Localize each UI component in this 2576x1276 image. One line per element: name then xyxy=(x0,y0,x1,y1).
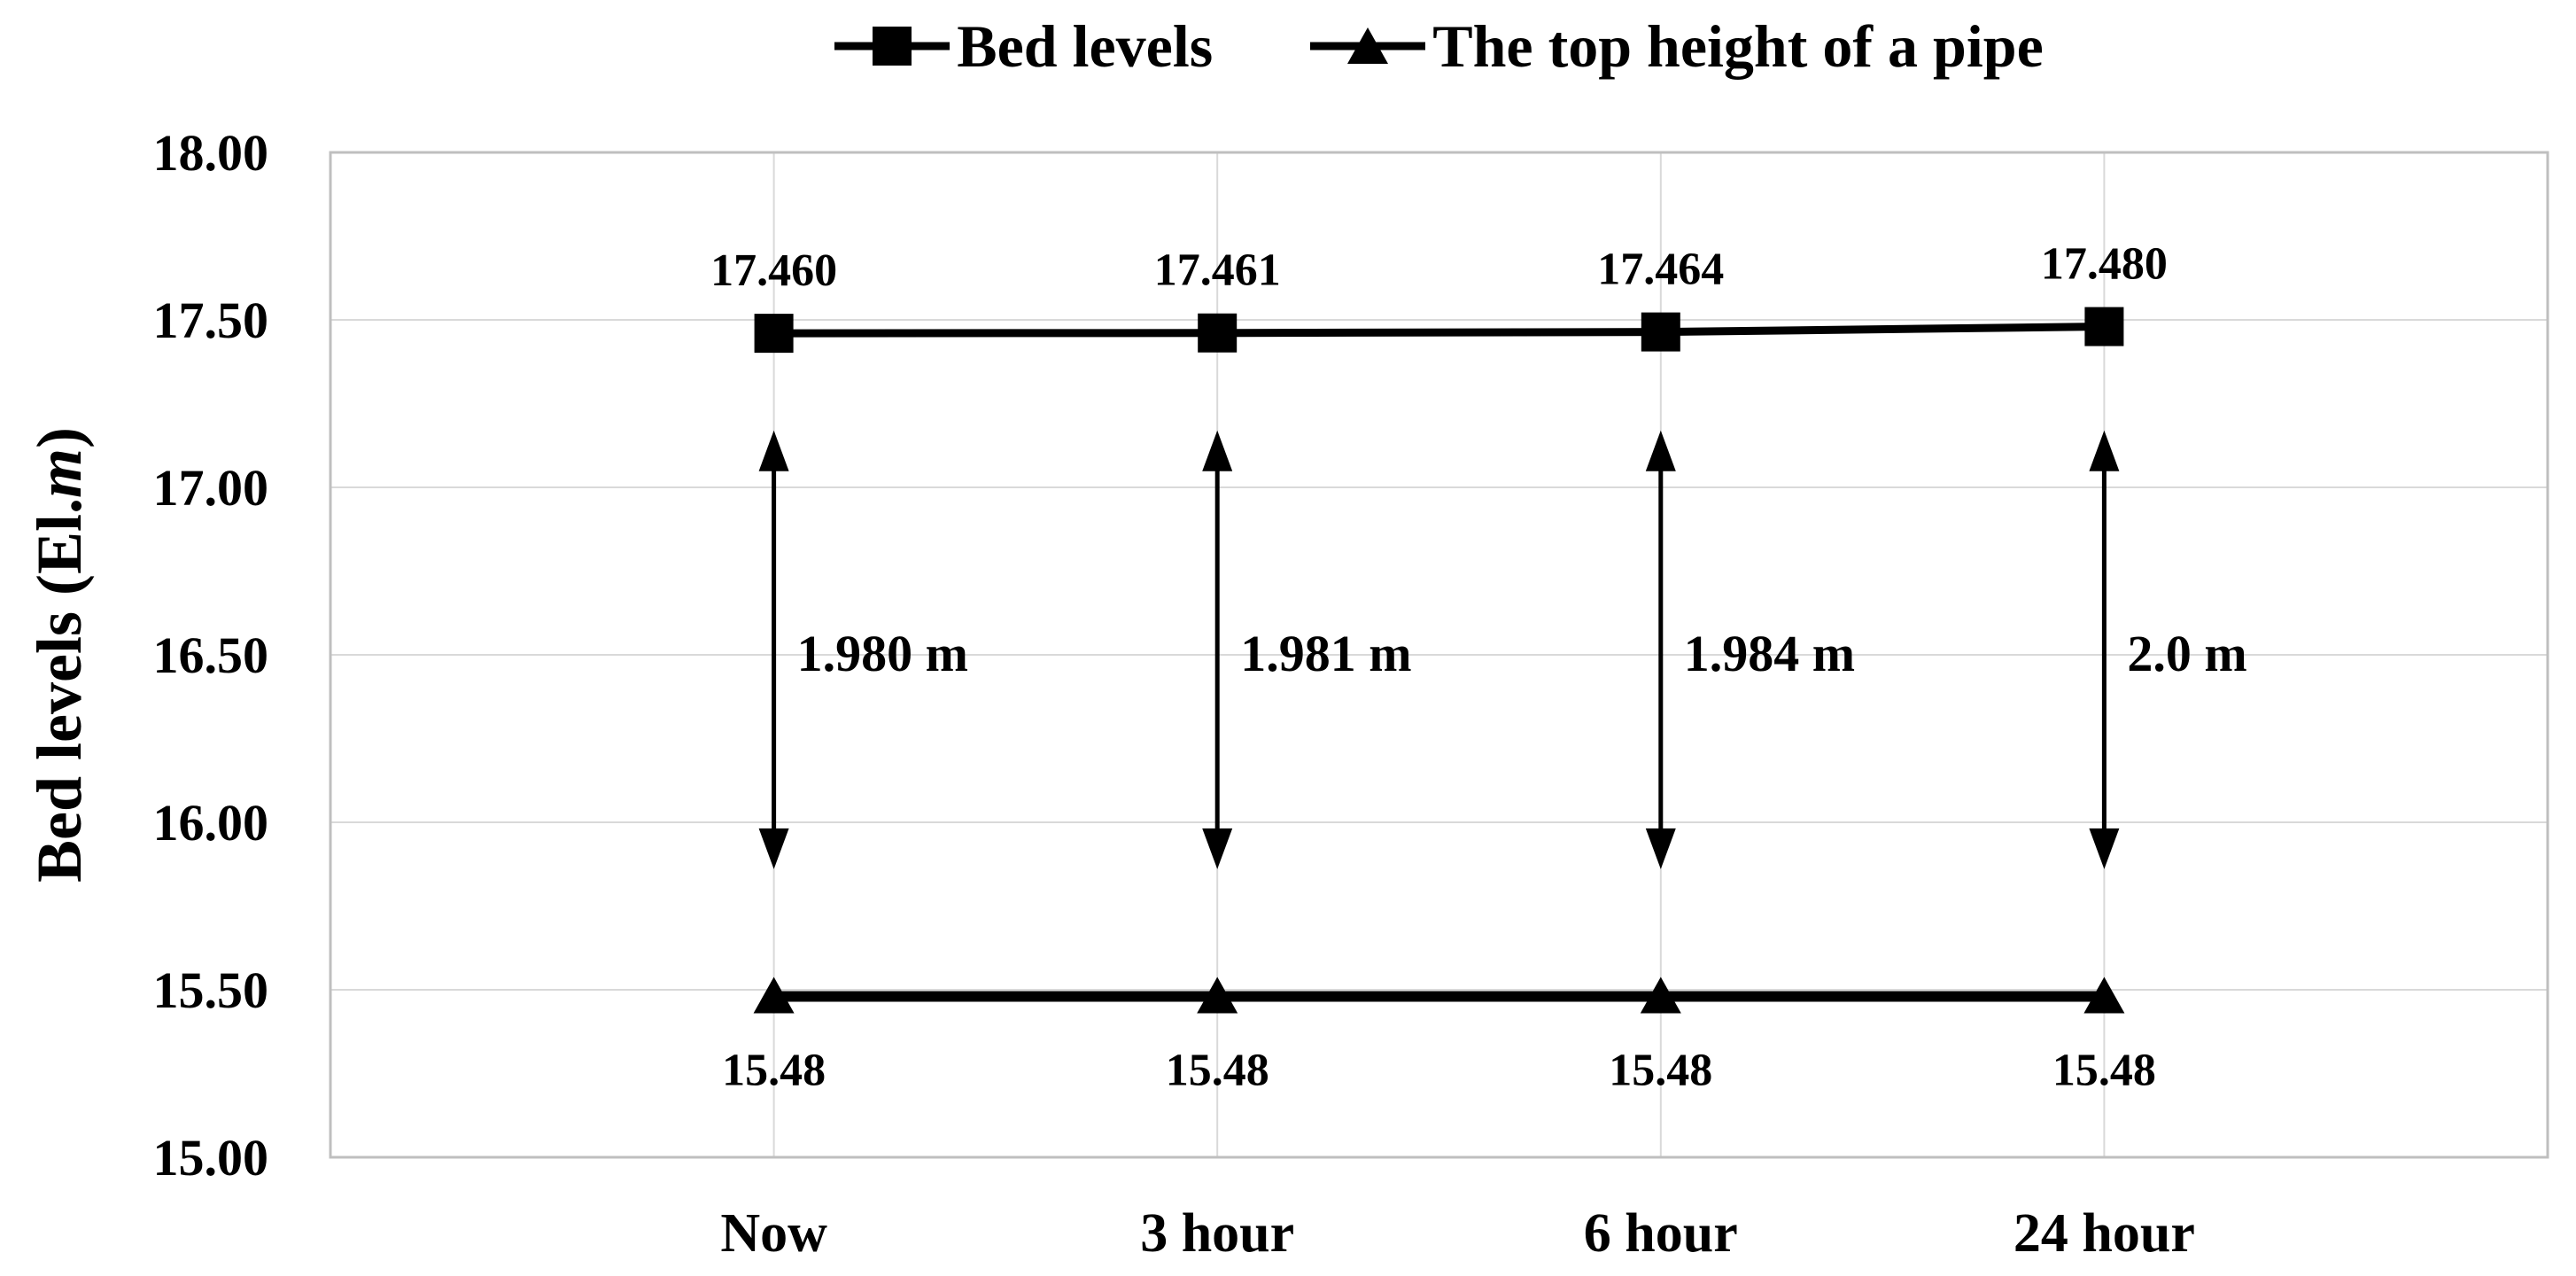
data-label: 15.48 xyxy=(1609,1046,1712,1096)
gap-arrow-label: 1.980 m xyxy=(797,625,968,682)
x-category-label: 6 hour xyxy=(1584,1203,1738,1264)
triangle-marker-icon xyxy=(2083,976,2125,1014)
arrow-down-icon xyxy=(2089,828,2120,869)
y-tick-label: 17.50 xyxy=(153,292,269,349)
legend-label: The top height of a pipe xyxy=(1432,12,2044,80)
legend-label: Bed levels xyxy=(957,12,1214,80)
arrow-up-icon xyxy=(1645,430,1676,471)
data-label: 17.480 xyxy=(2041,239,2168,290)
x-category-label: 3 hour xyxy=(1140,1203,1294,1264)
arrow-down-icon xyxy=(758,828,789,869)
triangle-marker-icon xyxy=(1197,976,1238,1014)
x-category-label: 24 hour xyxy=(2013,1203,2195,1264)
arrow-down-icon xyxy=(1645,828,1676,869)
square-marker-icon xyxy=(1198,313,1238,353)
y-tick-label: 16.50 xyxy=(153,626,269,684)
square-marker-icon xyxy=(1641,312,1680,352)
y-tick-label: 16.00 xyxy=(153,794,269,852)
y-tick-label: 15.00 xyxy=(153,1129,269,1187)
triangle-legend-marker-icon xyxy=(1310,27,1426,64)
gap-arrow-label: 1.981 m xyxy=(1240,625,1411,682)
data-label: 15.48 xyxy=(1166,1046,1269,1096)
y-tick-label: 18.00 xyxy=(153,124,269,182)
gap-arrow-label: 2.0 m xyxy=(2127,625,2246,682)
legend-item-1: Bed levels xyxy=(834,14,1213,78)
x-category-label: Now xyxy=(720,1203,827,1264)
data-label: 17.460 xyxy=(710,245,837,296)
square-legend-marker-icon xyxy=(834,27,950,66)
arrow-down-icon xyxy=(1202,828,1233,869)
plot-border xyxy=(329,151,2549,1159)
arrow-up-icon xyxy=(2089,430,2120,471)
gap-arrow-label: 1.984 m xyxy=(1684,625,1855,682)
arrow-up-icon xyxy=(758,430,789,471)
data-label: 15.48 xyxy=(722,1046,826,1096)
data-label: 17.461 xyxy=(1154,245,1281,296)
square-marker-icon xyxy=(754,314,794,354)
series-line-1 xyxy=(773,323,2105,338)
arrow-up-icon xyxy=(1202,430,1233,471)
data-label: 15.48 xyxy=(2052,1046,2156,1096)
legend: Bed levels The top height of a pipe xyxy=(330,0,2548,92)
y-tick-label: 15.50 xyxy=(153,961,269,1019)
triangle-marker-icon xyxy=(753,976,795,1014)
y-tick-label: 17.00 xyxy=(153,459,269,517)
data-label: 17.464 xyxy=(1597,245,1724,295)
legend-item-2: The top height of a pipe xyxy=(1310,14,2044,78)
square-marker-icon xyxy=(2084,307,2124,346)
triangle-marker-icon xyxy=(1640,976,1681,1014)
